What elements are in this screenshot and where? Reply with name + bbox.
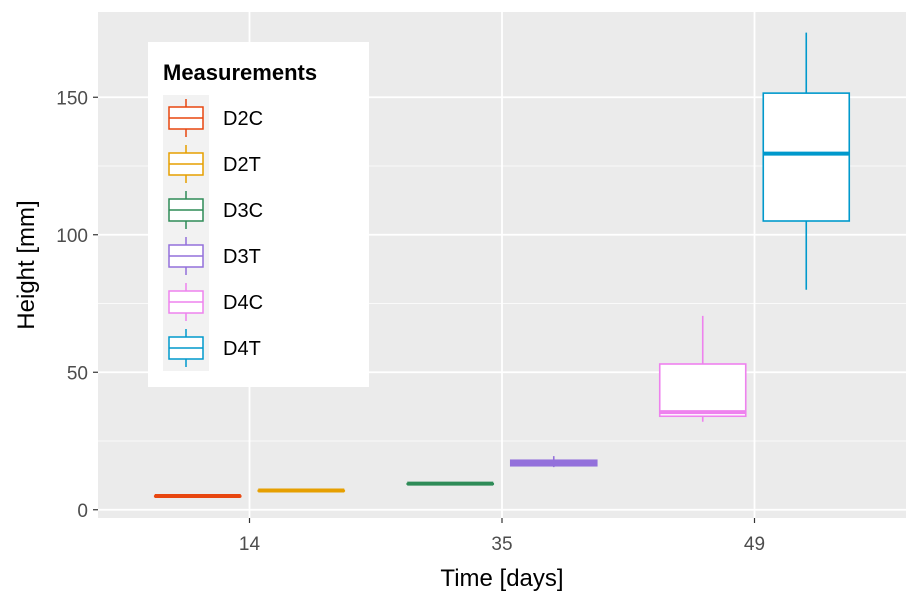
- legend-label: D2C: [223, 108, 263, 130]
- box-body: [762, 92, 851, 222]
- x-tick-label: 35: [491, 534, 512, 555]
- legend-title: Measurements: [163, 60, 317, 85]
- legend-item-d2c: D2C: [163, 95, 263, 141]
- y-axis-title: Height [mm]: [13, 200, 40, 329]
- legend-label: D3T: [223, 246, 261, 268]
- boxes: [153, 32, 851, 498]
- legend-label: D4C: [223, 292, 263, 314]
- y-tick-label: 150: [56, 88, 88, 109]
- x-axis-title: Time [days]: [440, 565, 563, 592]
- legend-label: D2T: [223, 154, 261, 176]
- legend-entries: D2C D2T D3C D3T D4C D4T: [163, 95, 263, 371]
- box-d4c: [658, 315, 747, 422]
- axes: 0 50 100 150 14 35 49: [56, 88, 765, 555]
- box-d2t: [257, 488, 346, 493]
- y-tick-label: 100: [56, 226, 88, 247]
- legend-item-d3t: D3T: [163, 233, 261, 279]
- box-d2c: [153, 494, 242, 498]
- legend-item-d4c: D4C: [163, 279, 263, 325]
- box-d3t: [509, 456, 598, 468]
- legend-label: D3C: [223, 200, 263, 222]
- legend: Measurements D2C D2T D3C D3T D4C D4T: [148, 42, 369, 387]
- box-d4t: [762, 32, 851, 290]
- box-body: [658, 363, 747, 418]
- y-tick-label: 0: [77, 501, 88, 522]
- legend-item-d3c: D3C: [163, 187, 263, 233]
- y-tick-label: 50: [67, 363, 88, 384]
- legend-item-d2t: D2T: [163, 141, 261, 187]
- legend-item-d4t: D4T: [163, 325, 261, 371]
- x-tick-label: 14: [239, 534, 261, 555]
- box-d3c: [406, 481, 495, 486]
- legend-label: D4T: [223, 338, 261, 360]
- x-tick-label: 49: [744, 534, 765, 555]
